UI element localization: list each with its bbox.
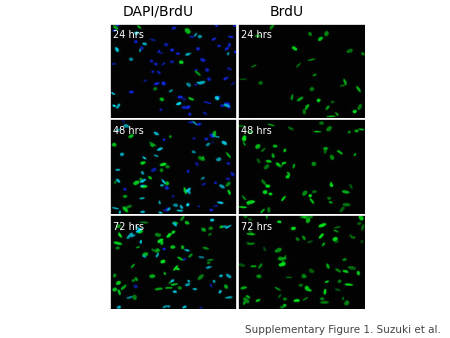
Text: Supplementary Figure 1. Suzuki et al.: Supplementary Figure 1. Suzuki et al. bbox=[245, 324, 441, 335]
Text: BrdU: BrdU bbox=[269, 5, 303, 19]
Text: 48 hrs: 48 hrs bbox=[241, 126, 271, 136]
Text: DAPI/BrdU: DAPI/BrdU bbox=[123, 5, 194, 19]
Text: 72 hrs: 72 hrs bbox=[113, 222, 144, 232]
Text: 24 hrs: 24 hrs bbox=[241, 30, 272, 40]
Text: 48 hrs: 48 hrs bbox=[113, 126, 144, 136]
Text: 24 hrs: 24 hrs bbox=[113, 30, 144, 40]
Text: 72 hrs: 72 hrs bbox=[241, 222, 272, 232]
